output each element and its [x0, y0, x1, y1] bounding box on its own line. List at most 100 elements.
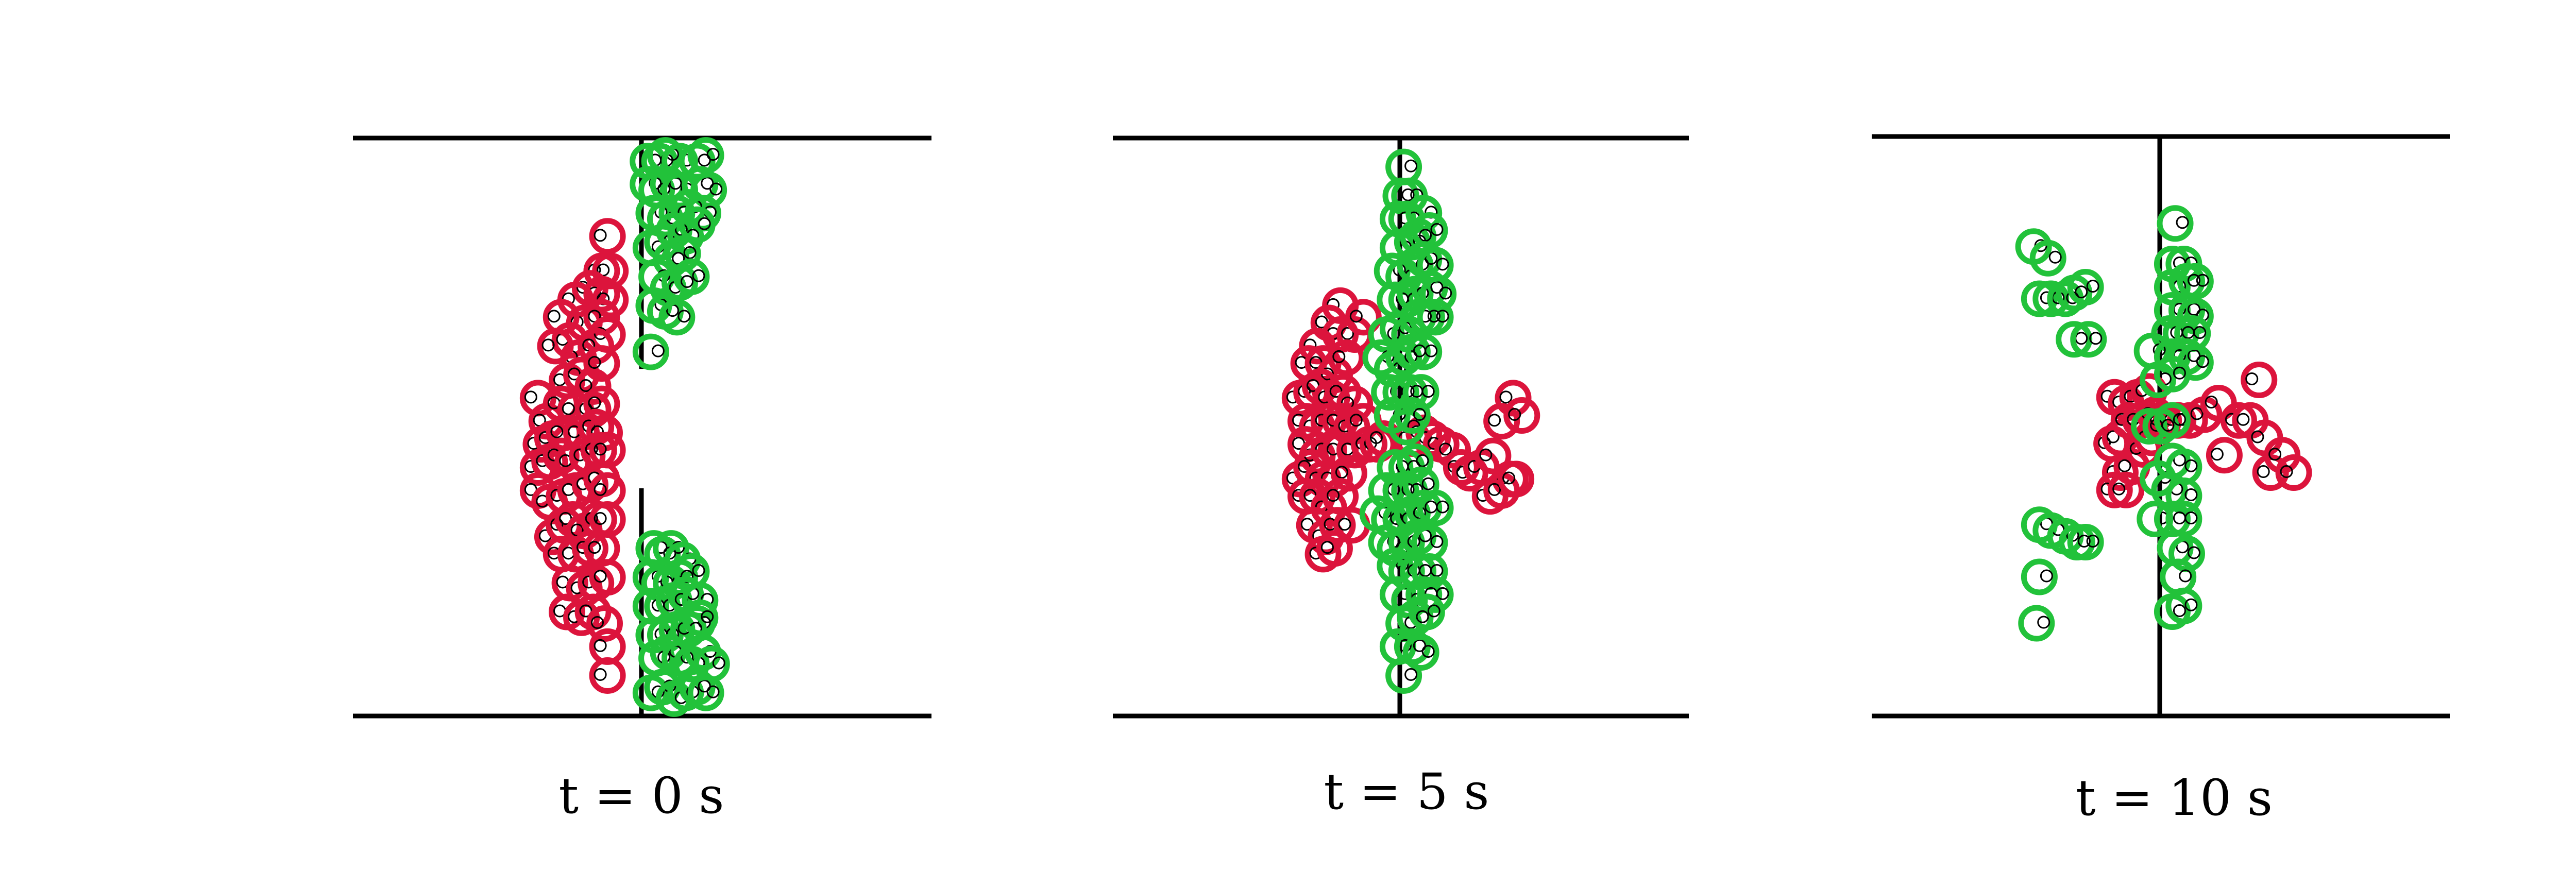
red-agent [2096, 471, 2133, 508]
green-agent [2021, 280, 2058, 317]
green-agent [2131, 408, 2168, 445]
panel-t0: t = 0 s [353, 135, 931, 825]
red-agent-heading-marker [588, 396, 601, 410]
green-agent-heading-marker [706, 148, 720, 161]
green-agent-heading-marker [1425, 344, 1438, 357]
green-agent [1385, 657, 1422, 694]
green-agent-heading-marker [2184, 488, 2198, 501]
red-agent-heading-marker [1502, 471, 1516, 485]
red-agent [592, 281, 629, 318]
red-agent-heading-marker [2245, 372, 2259, 385]
green-agent-heading-marker [2075, 332, 2088, 345]
green-agent-heading-marker [698, 679, 711, 693]
green-agent-heading-marker [1404, 159, 1418, 173]
agents-t5 [1281, 148, 1540, 694]
red-agent [2241, 362, 2278, 398]
green-agent-heading-marker [1404, 668, 1418, 681]
red-agent [571, 530, 608, 567]
green-agent [658, 299, 696, 336]
green-agent [1417, 299, 1454, 336]
red-agent-heading-marker [2205, 396, 2218, 408]
red-agent [1503, 397, 1540, 434]
green-agent [2067, 269, 2104, 305]
red-agent [583, 345, 620, 382]
green-agent-heading-marker [2173, 604, 2186, 617]
red-agent-heading-marker [541, 338, 555, 352]
green-agent-heading-marker [1430, 535, 1444, 548]
green-agent-heading-marker [2173, 511, 2186, 524]
green-agent-heading-marker [2179, 569, 2192, 583]
green-agent-heading-marker [692, 269, 705, 282]
green-agent-heading-marker [692, 564, 705, 577]
green-agent [1402, 634, 1439, 671]
green-agent-heading-marker [1427, 310, 1440, 323]
red-agent-heading-marker [1488, 414, 1501, 427]
green-agent-heading-marker [2075, 285, 2088, 299]
red-agent-heading-marker [1332, 350, 1346, 363]
red-agent-heading-marker [1338, 518, 1351, 531]
red-agent [2220, 402, 2257, 439]
red-agent [554, 501, 591, 538]
red-agent [589, 218, 626, 255]
green-agent-heading-marker [2184, 459, 2198, 472]
green-agent [2154, 402, 2191, 439]
green-agent [2168, 535, 2205, 572]
red-agent [574, 368, 612, 405]
agents-t10 [2015, 205, 2312, 642]
green-agent-heading-marker [2184, 598, 2198, 611]
panel-t10: t = 10 s [1872, 134, 2450, 827]
green-agent-heading-marker [2077, 535, 2091, 548]
red-agent-heading-marker [1508, 408, 1521, 421]
green-agent-heading-marker [1439, 286, 1452, 300]
green-agent-heading-marker [1421, 385, 1435, 398]
red-agent-heading-marker [1349, 310, 1363, 323]
green-agent [2067, 524, 2104, 560]
green-agent-heading-marker [2187, 349, 2200, 362]
red-agent [1328, 339, 1365, 376]
red-agent-heading-marker [1349, 414, 1363, 427]
green-agent-heading-marker [1419, 229, 1432, 242]
green-agent-heading-marker [677, 310, 691, 323]
green-agent-heading-marker [706, 685, 720, 698]
green-agent [1394, 397, 1431, 434]
red-agent [1359, 426, 1396, 463]
panel-label-t5: t = 5 s [1324, 763, 1489, 821]
green-agent-heading-marker [2089, 332, 2103, 345]
green-agent [687, 674, 724, 711]
red-agent-heading-marker [2251, 430, 2264, 444]
green-agent-heading-marker [698, 217, 711, 230]
agents-t0 [519, 137, 730, 717]
green-agent-heading-marker [2196, 355, 2209, 368]
green-agent-heading-marker [2193, 326, 2207, 339]
green-agent-heading-marker [2196, 274, 2209, 287]
red-agent [2275, 454, 2312, 491]
red-agent-heading-marker [1335, 466, 1348, 479]
red-agent-heading-marker [2257, 465, 2270, 478]
green-agent [2154, 355, 2191, 393]
red-agent-heading-marker [550, 425, 564, 438]
red-agent [586, 605, 623, 642]
green-agent-heading-marker [1413, 639, 1426, 652]
green-agent [682, 599, 719, 636]
red-agent [574, 593, 612, 630]
red-agent-heading-marker [1488, 483, 1501, 496]
green-agent-heading-marker [2173, 366, 2186, 380]
green-agent-heading-marker [1427, 604, 1440, 618]
red-agent-heading-marker [2106, 430, 2120, 444]
red-agent [586, 414, 623, 451]
red-agent [1316, 530, 1353, 567]
green-agent-heading-marker [698, 153, 711, 167]
red-agent-heading-marker [2210, 448, 2224, 461]
red-agent-heading-marker [2112, 482, 2126, 496]
green-agent [2070, 321, 2107, 358]
red-agent-heading-marker [594, 668, 607, 681]
red-agent-heading-marker [1479, 448, 1493, 462]
green-agent-heading-marker [1416, 454, 1429, 467]
green-agent-heading-marker [1421, 477, 1435, 490]
red-agent-heading-marker [594, 229, 607, 242]
green-agent [2162, 315, 2199, 352]
green-agent [644, 669, 681, 706]
green-agent-heading-marker [2161, 419, 2175, 432]
red-agent-heading-marker [2236, 413, 2250, 426]
red-agent-heading-marker [1499, 390, 1513, 404]
